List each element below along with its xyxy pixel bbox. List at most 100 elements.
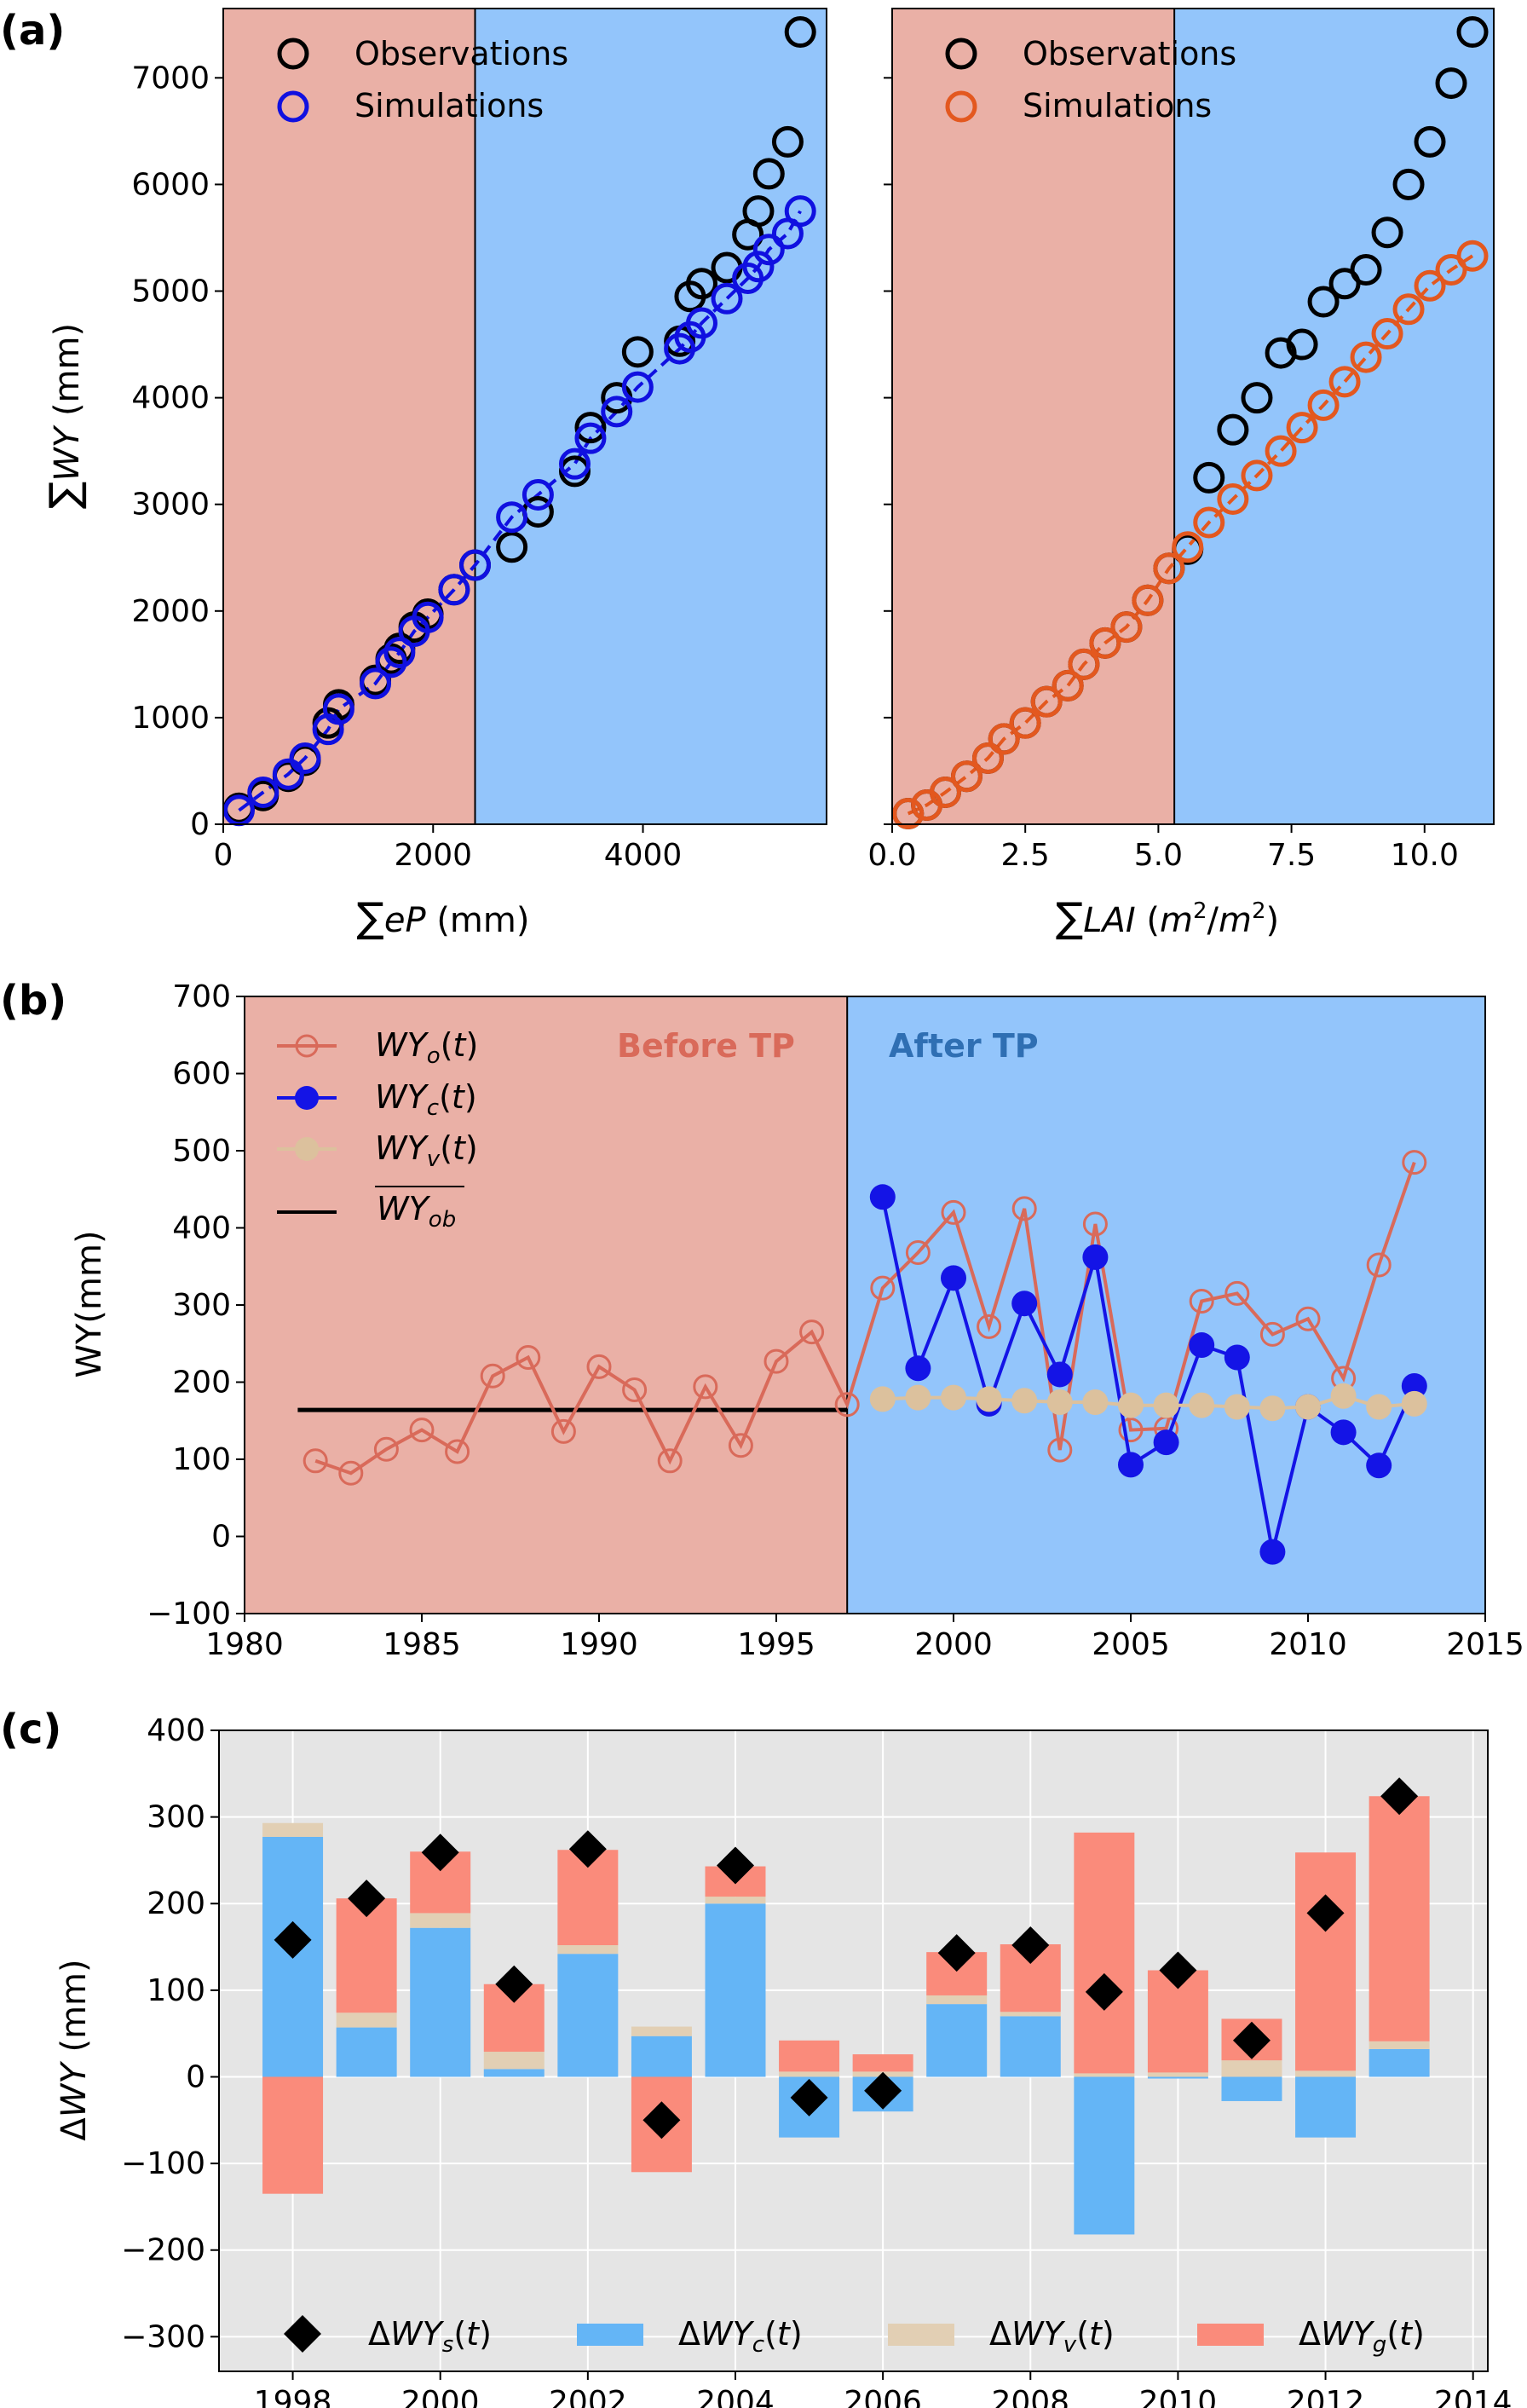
a1-sim-point	[752, 234, 785, 266]
c-bar-v	[336, 2012, 397, 2028]
a2-sim-point	[1009, 707, 1041, 739]
a1-legend: Observations Simulations	[277, 35, 568, 124]
c-bar-v	[705, 1897, 766, 1904]
c-ytick-label--300: −300	[121, 2319, 205, 2354]
a1-ytick-label-6000: 6000	[131, 167, 210, 202]
b-wy_o-point	[622, 1377, 648, 1403]
a2-obs-point	[1350, 253, 1382, 286]
c-bar-c	[1074, 2076, 1135, 2235]
a1-sim-point	[496, 501, 528, 534]
a1-ytick-label-0: 0	[190, 807, 210, 842]
c-legend-c: ΔWYc(t)	[678, 2315, 803, 2358]
b-xtick-label-1: 1985	[383, 1627, 461, 1662]
b-ytick-label-100: 100	[172, 1442, 231, 1477]
b-wy_o-point	[870, 1275, 896, 1301]
b-wy_o-point	[1366, 1252, 1392, 1278]
a1-sim-point	[322, 693, 354, 725]
a2-before-region	[892, 9, 1175, 824]
b-xtick-label-3: 1995	[737, 1627, 815, 1662]
b-legend-wyc-marker	[295, 1086, 319, 1110]
c-diamond-s	[937, 1934, 976, 1972]
c-xtick-label-2: 2002	[549, 2385, 627, 2408]
b-xtick-label-2: 1990	[560, 1627, 638, 1662]
b-wy_v-point	[869, 1386, 896, 1412]
b-wy_c-point	[869, 1184, 896, 1210]
c-ytick-label-0: 0	[186, 2059, 205, 2094]
a1-sim-point	[247, 776, 279, 808]
b-ytick-label-500: 500	[172, 1134, 231, 1169]
c-bar-c	[1295, 2076, 1357, 2138]
b-xtick-label-7: 2015	[1446, 1627, 1524, 1662]
a2-xtick-label-1: 2.5	[1001, 838, 1050, 873]
b-wy_o-point	[409, 1418, 435, 1443]
b-wy_o-point	[550, 1418, 576, 1444]
c-ytick-label-300: 300	[147, 1800, 205, 1835]
a2-sim-point	[1068, 648, 1100, 680]
a2-xtick-label-3: 7.5	[1267, 838, 1316, 873]
a2-sim-point	[1217, 482, 1249, 515]
panel-c: −300 −200 −100 0 100 200 300 400 1998 2000 2002 200…	[0, 1706, 1512, 2408]
a1-obs-point	[685, 268, 717, 300]
b-ytick-label-200: 200	[172, 1366, 231, 1400]
a2-sim-point	[1456, 240, 1489, 272]
c-ytick-label-400: 400	[147, 1713, 205, 1748]
b-wy_o-point	[480, 1363, 505, 1389]
c-bar-c	[926, 2004, 988, 2077]
b-legend-wyv: WYv(t)	[375, 1129, 478, 1172]
a1-ytick-label-2000: 2000	[131, 594, 210, 629]
b-wy_o-point	[1118, 1418, 1144, 1443]
a1-obs-point	[771, 125, 804, 158]
c-bar-g	[1295, 1852, 1357, 2071]
a1-after-region	[475, 9, 827, 824]
a1-ytick-label-7000: 7000	[131, 61, 210, 95]
c-bar-v	[1221, 2060, 1282, 2077]
a2-obs-point	[1414, 125, 1446, 158]
a2-sim-point	[950, 760, 982, 793]
c-diamond-s	[1011, 1926, 1050, 1965]
a1-sim-point	[558, 448, 591, 480]
c-bar-v	[631, 2026, 692, 2036]
b-xtick-label-6: 2010	[1269, 1627, 1347, 1662]
b-wy_v-point	[1259, 1395, 1286, 1422]
b-wy_c-line	[880, 1196, 1416, 1553]
b-wy_o-point	[799, 1319, 825, 1345]
c-diamond-s	[1085, 1972, 1123, 2011]
b-wy_o-point	[1011, 1196, 1037, 1221]
b-wy_c-point	[1046, 1361, 1073, 1388]
b-legend-wyo-marker	[295, 1034, 319, 1058]
a2-obs-point	[1371, 217, 1403, 249]
a1-sim-point	[601, 396, 633, 428]
a2-sim-point	[1286, 412, 1318, 444]
b-ytick-label-0: 0	[211, 1520, 231, 1555]
c-bar-c	[557, 1954, 619, 2077]
c-bar-v	[262, 1822, 324, 1837]
c-xtick-label-8: 2014	[1434, 2385, 1513, 2408]
a1-obs-point	[621, 336, 654, 368]
panel-label-a: (a)	[0, 7, 65, 55]
a2-sim-point	[1307, 389, 1340, 421]
b-wy_c-point	[1259, 1539, 1286, 1565]
c-diamond-s	[1306, 1894, 1345, 1932]
a2-sim-point	[1435, 253, 1467, 286]
b-wy_o-point	[1224, 1280, 1250, 1306]
c-bar-c	[483, 2069, 545, 2077]
a2-obs-point	[1307, 286, 1340, 318]
a1-obs-point	[784, 16, 816, 49]
a1-obs-point	[742, 195, 775, 228]
a1-legend-sim-marker	[277, 90, 309, 123]
b-legend: WYo(t) WYc(t) WYv(t) WYob	[277, 1026, 478, 1233]
c-legend-s: ΔWYs(t)	[368, 2315, 492, 2358]
c-diamond-s	[716, 1846, 754, 1885]
c-diamond-s	[864, 2071, 902, 2110]
b-wy_v-point	[905, 1384, 931, 1411]
a2-sim-point	[1350, 341, 1382, 373]
c-xtick-label-7: 2012	[1287, 2385, 1365, 2408]
panel-label-c: (c)	[0, 1706, 61, 1753]
a1-sim-point	[621, 371, 654, 403]
a1-sim-point	[574, 422, 607, 454]
a2-obs-point	[1217, 413, 1249, 446]
a2-sim-point	[1132, 584, 1164, 616]
a1-obs-point	[752, 158, 785, 190]
c-bar-g	[1074, 1832, 1135, 2074]
